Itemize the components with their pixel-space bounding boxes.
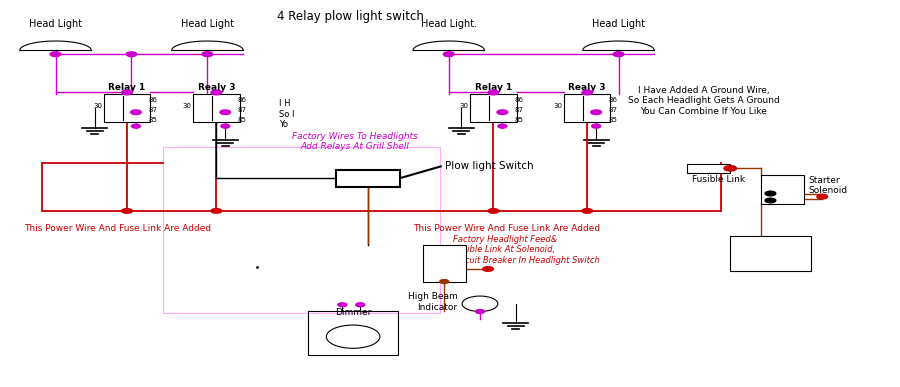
Bar: [761, 175, 805, 204]
Circle shape: [614, 52, 623, 56]
Text: 86: 86: [515, 97, 524, 103]
Text: Starter
Solenoid: Starter Solenoid: [809, 176, 848, 195]
Text: 85: 85: [148, 117, 157, 123]
Text: High Beam
Indicator: High Beam Indicator: [408, 292, 458, 312]
Circle shape: [445, 52, 454, 56]
Text: Dimmer: Dimmer: [335, 308, 372, 317]
Text: Factory Headlight Feed&
Fusible Link At Solenoid,
Circuit Breaker In Headlight S: Factory Headlight Feed& Fusible Link At …: [454, 235, 600, 265]
Bar: [336, 170, 400, 187]
Circle shape: [356, 303, 364, 307]
Text: Head Light: Head Light: [181, 19, 234, 29]
Circle shape: [497, 110, 508, 115]
Circle shape: [488, 209, 499, 213]
Circle shape: [582, 90, 592, 95]
Circle shape: [50, 52, 61, 57]
Text: I Have Added A Ground Wire,
So Each Headlight Gets A Ground
You Can Combine If Y: I Have Added A Ground Wire, So Each Head…: [627, 86, 779, 116]
Bar: [775, 255, 805, 267]
Text: Relay 1: Relay 1: [475, 84, 512, 92]
Circle shape: [488, 90, 499, 95]
Text: 87: 87: [238, 107, 247, 113]
Bar: [163, 147, 440, 313]
Circle shape: [220, 110, 230, 115]
Text: 4 Relay plow light switch: 4 Relay plow light switch: [277, 10, 424, 23]
Text: I H
So I
Yo: I H So I Yo: [279, 99, 294, 129]
Text: Relay 1: Relay 1: [108, 84, 146, 92]
Bar: [688, 164, 730, 173]
Text: 87: 87: [148, 107, 157, 113]
Circle shape: [462, 296, 498, 312]
Circle shape: [202, 52, 212, 57]
Circle shape: [122, 90, 132, 95]
Circle shape: [817, 194, 828, 199]
Circle shape: [220, 124, 230, 128]
Text: This Power Wire And Fuse Link Are Added: This Power Wire And Fuse Link Are Added: [413, 224, 600, 233]
Text: Head Light.: Head Light.: [420, 19, 477, 29]
Text: Head
Light
Switch: Head Light Switch: [430, 248, 458, 278]
Bar: [423, 245, 465, 282]
Circle shape: [591, 124, 600, 128]
Text: 86: 86: [608, 97, 617, 103]
Circle shape: [126, 52, 137, 57]
Text: Plow light Switch: Plow light Switch: [446, 161, 534, 171]
Text: 86: 86: [238, 97, 247, 103]
Circle shape: [765, 191, 776, 196]
Text: This Power Wire And Fuse Link Are Added: This Power Wire And Fuse Link Are Added: [24, 224, 212, 233]
Text: O I   + O: O I + O: [752, 241, 789, 250]
Circle shape: [211, 90, 221, 95]
Circle shape: [122, 209, 132, 213]
Circle shape: [51, 52, 60, 56]
Circle shape: [327, 325, 380, 348]
Text: 30: 30: [93, 103, 102, 110]
Bar: [104, 94, 150, 122]
Bar: [309, 310, 398, 355]
Text: 30: 30: [554, 103, 562, 110]
Text: Fusible Link: Fusible Link: [692, 175, 745, 183]
Circle shape: [130, 110, 141, 115]
Bar: [730, 236, 811, 271]
Text: 85: 85: [238, 117, 247, 123]
Text: Realy 3: Realy 3: [198, 84, 235, 92]
Text: 86: 86: [148, 97, 157, 103]
Circle shape: [211, 209, 221, 213]
Circle shape: [203, 52, 212, 56]
Text: Realy 3: Realy 3: [569, 84, 606, 92]
Circle shape: [475, 310, 484, 313]
Text: 85: 85: [515, 117, 524, 123]
Text: Head Light: Head Light: [29, 19, 82, 29]
Circle shape: [498, 124, 507, 128]
Circle shape: [582, 209, 592, 213]
Circle shape: [590, 110, 601, 115]
Circle shape: [613, 52, 624, 57]
Text: Factory Wires To Headlights
Add Relays At Grill Shell: Factory Wires To Headlights Add Relays A…: [292, 132, 418, 151]
Text: 30: 30: [183, 103, 192, 110]
Text: 30: 30: [459, 103, 468, 110]
Text: 87: 87: [608, 107, 617, 113]
Circle shape: [131, 124, 140, 128]
Circle shape: [440, 279, 449, 283]
Bar: [194, 94, 239, 122]
Text: 87: 87: [515, 107, 524, 113]
Text: 85: 85: [608, 117, 617, 123]
Bar: [734, 255, 764, 267]
Circle shape: [724, 166, 736, 171]
Text: Head Light: Head Light: [592, 19, 645, 29]
Circle shape: [338, 303, 346, 307]
Bar: [470, 94, 517, 122]
Bar: [564, 94, 610, 122]
Circle shape: [765, 198, 776, 203]
Circle shape: [482, 267, 493, 271]
Text: S1: S1: [778, 183, 788, 189]
Circle shape: [444, 52, 454, 57]
